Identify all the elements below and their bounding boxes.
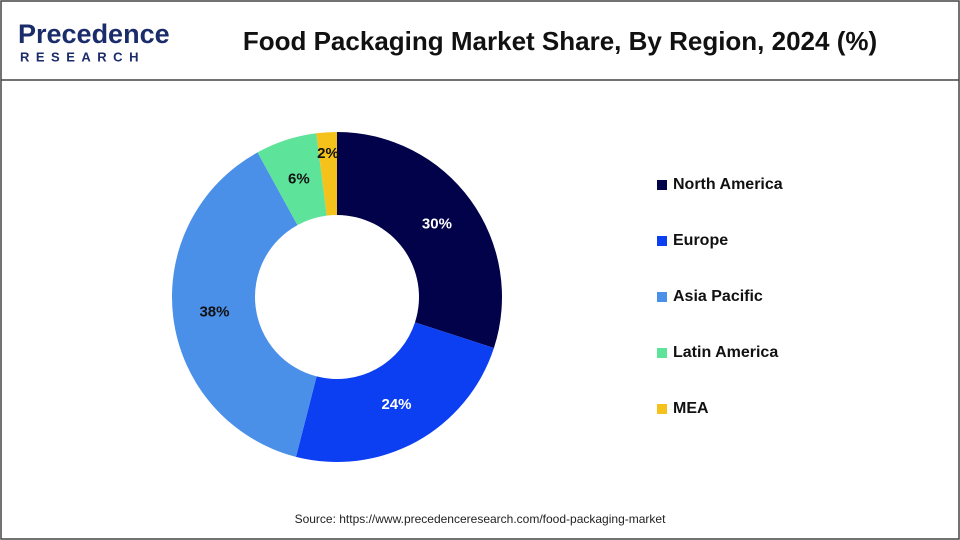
donut-segment	[316, 132, 337, 216]
legend-swatch	[657, 404, 667, 414]
donut-segment	[337, 132, 502, 348]
source: Source: https://www.precedenceresearch.c…	[295, 512, 667, 526]
legend-swatch	[657, 180, 667, 190]
donut-segment	[257, 133, 327, 226]
donut-segment	[295, 322, 494, 462]
chart-title: Food Packaging Market Share, By Region, …	[243, 26, 877, 56]
legend-label: Asia Pacific	[673, 288, 763, 305]
legend-swatch	[657, 292, 667, 302]
legend-label: North America	[673, 176, 783, 193]
legend-swatch	[657, 348, 667, 358]
logo-subtext: RESEARCH	[20, 49, 145, 64]
donut-segment	[171, 152, 317, 457]
data-label: 6%	[288, 171, 310, 188]
legend-label: MEA	[673, 400, 709, 417]
data-label: 38%	[199, 303, 229, 320]
data-label: 24%	[381, 396, 411, 413]
legend-swatch	[657, 236, 667, 246]
logo-text: Precedence	[18, 19, 170, 49]
data-label: 30%	[422, 215, 452, 232]
legend-label: Latin America	[673, 344, 778, 361]
legend-label: Europe	[673, 232, 728, 249]
data-label: 2%	[317, 145, 339, 162]
